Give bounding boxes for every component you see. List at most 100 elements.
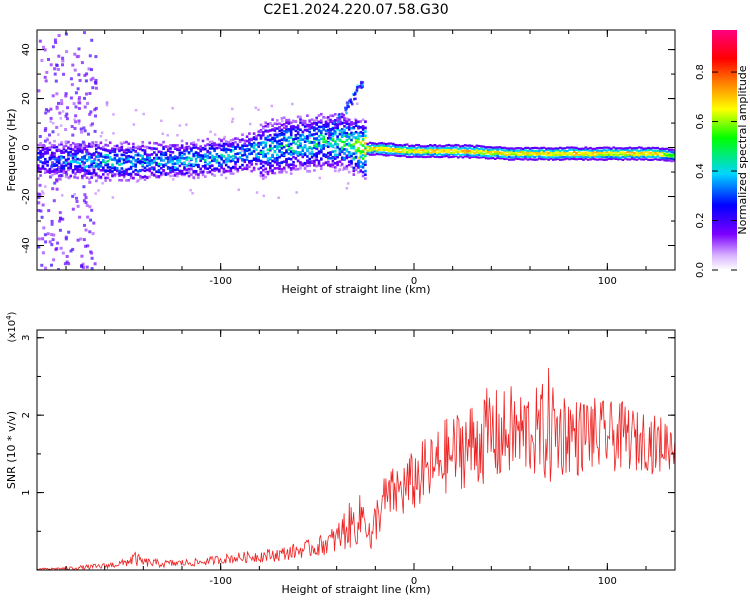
heatmap-cell (153, 151, 156, 154)
heatmap-cell (111, 196, 115, 199)
heatmap-cell (69, 249, 73, 253)
heatmap-cell (54, 41, 58, 44)
heatmap-cell (245, 135, 249, 138)
heatmap-cell (364, 177, 367, 180)
heatmap-cell (637, 149, 641, 153)
heatmap-cell (470, 147, 474, 150)
heatmap-cell (229, 142, 233, 146)
heatmap-cell (347, 160, 351, 163)
heatmap-cell (628, 158, 632, 161)
heatmap-cell (280, 123, 284, 127)
heatmap-cell (273, 150, 277, 154)
heatmap-cell (317, 138, 321, 142)
heatmap-cell (136, 147, 140, 150)
heatmap-cell (220, 153, 223, 157)
heatmap-cell (127, 172, 131, 176)
heatmap-cell (97, 174, 100, 178)
heatmap-cell (157, 150, 161, 153)
heatmap-cell (310, 150, 314, 153)
heatmap-cell (218, 137, 221, 141)
heatmap-cell (73, 52, 77, 56)
heatmap-cell (132, 157, 135, 161)
heatmap-cell (343, 116, 346, 120)
heatmap-cell (656, 146, 659, 150)
heatmap-cell (484, 155, 488, 158)
heatmap-cell (364, 154, 367, 158)
heatmap-cell (624, 156, 627, 159)
heatmap-cell (64, 150, 68, 153)
heatmap-cells (37, 31, 675, 270)
heatmap-cell (308, 157, 311, 161)
heatmap-cell (278, 122, 281, 125)
heatmap-cell (387, 142, 390, 145)
heatmap-cell (392, 152, 395, 155)
heatmap-cell (95, 179, 98, 183)
heatmap-cell (64, 32, 68, 36)
heatmap-cell (320, 119, 323, 122)
heatmap-cell (70, 83, 74, 87)
heatmap-cell (552, 149, 555, 153)
heatmap-cell (340, 133, 344, 137)
heatmap-cell (630, 149, 634, 152)
heatmap-cell (259, 159, 263, 163)
colorbar-label: Normalized spectral amplitude (736, 65, 749, 234)
heatmap-cell (327, 137, 330, 140)
heatmap-cell (294, 157, 298, 160)
heatmap-cell (49, 120, 52, 123)
heatmap-cell (350, 100, 353, 104)
heatmap-cell (598, 153, 601, 156)
heatmap-cell (88, 156, 91, 159)
heatmap-cell (320, 137, 323, 141)
heatmap-cell (37, 143, 40, 147)
heatmap-cell (542, 150, 546, 153)
heatmap-cell (651, 146, 655, 149)
heatmap-cell (424, 149, 427, 152)
heatmap-cell (654, 156, 657, 159)
heatmap-cell (327, 119, 330, 122)
heatmap-cell (51, 122, 55, 125)
heatmap-cell (155, 142, 158, 145)
heatmap-cell (380, 148, 383, 151)
heatmap-cell (313, 129, 316, 132)
heatmap-cell (517, 157, 520, 160)
heatmap-cell (582, 154, 585, 157)
heatmap-cell (577, 155, 581, 159)
heatmap-cell (101, 182, 104, 185)
heatmap-cell (106, 154, 110, 157)
heatmap-cell (176, 162, 179, 165)
heatmap-cell (38, 183, 42, 187)
heatmap-cell (463, 153, 467, 156)
heatmap-cell (85, 152, 89, 156)
heatmap-cell (542, 156, 546, 159)
heatmap-cell (129, 155, 133, 159)
heatmap-cell (276, 122, 279, 126)
heatmap-cell (340, 163, 344, 166)
heatmap-cell (649, 151, 653, 155)
heatmap-cell (259, 123, 263, 127)
heatmap-cell (484, 147, 488, 150)
heatmap-cell (292, 149, 295, 153)
heatmap-cell (83, 166, 86, 169)
heatmap-cell (99, 135, 103, 138)
heatmap-cell (171, 170, 175, 173)
heatmap-cell (359, 120, 363, 123)
heatmap-cell (69, 166, 73, 170)
heatmap-cell (143, 145, 147, 149)
heatmap-cell (91, 122, 94, 126)
heatmap-cell (57, 34, 61, 37)
heatmap-cell (382, 142, 386, 145)
heatmap-cell (120, 148, 124, 152)
heatmap-cell (125, 156, 128, 160)
heatmap-cell (299, 142, 302, 145)
heatmap-cell (626, 147, 629, 150)
heatmap-cell (401, 150, 404, 153)
heatmap-cell (519, 158, 523, 161)
heatmap-cell (352, 136, 356, 139)
heatmap-cell (663, 154, 666, 157)
heatmap-cell (51, 238, 55, 242)
heatmap-cell (501, 151, 504, 154)
heatmap-cell (194, 146, 198, 149)
heatmap-cell (120, 173, 124, 177)
heatmap-cell (259, 171, 263, 174)
heatmap-cell (132, 148, 135, 152)
